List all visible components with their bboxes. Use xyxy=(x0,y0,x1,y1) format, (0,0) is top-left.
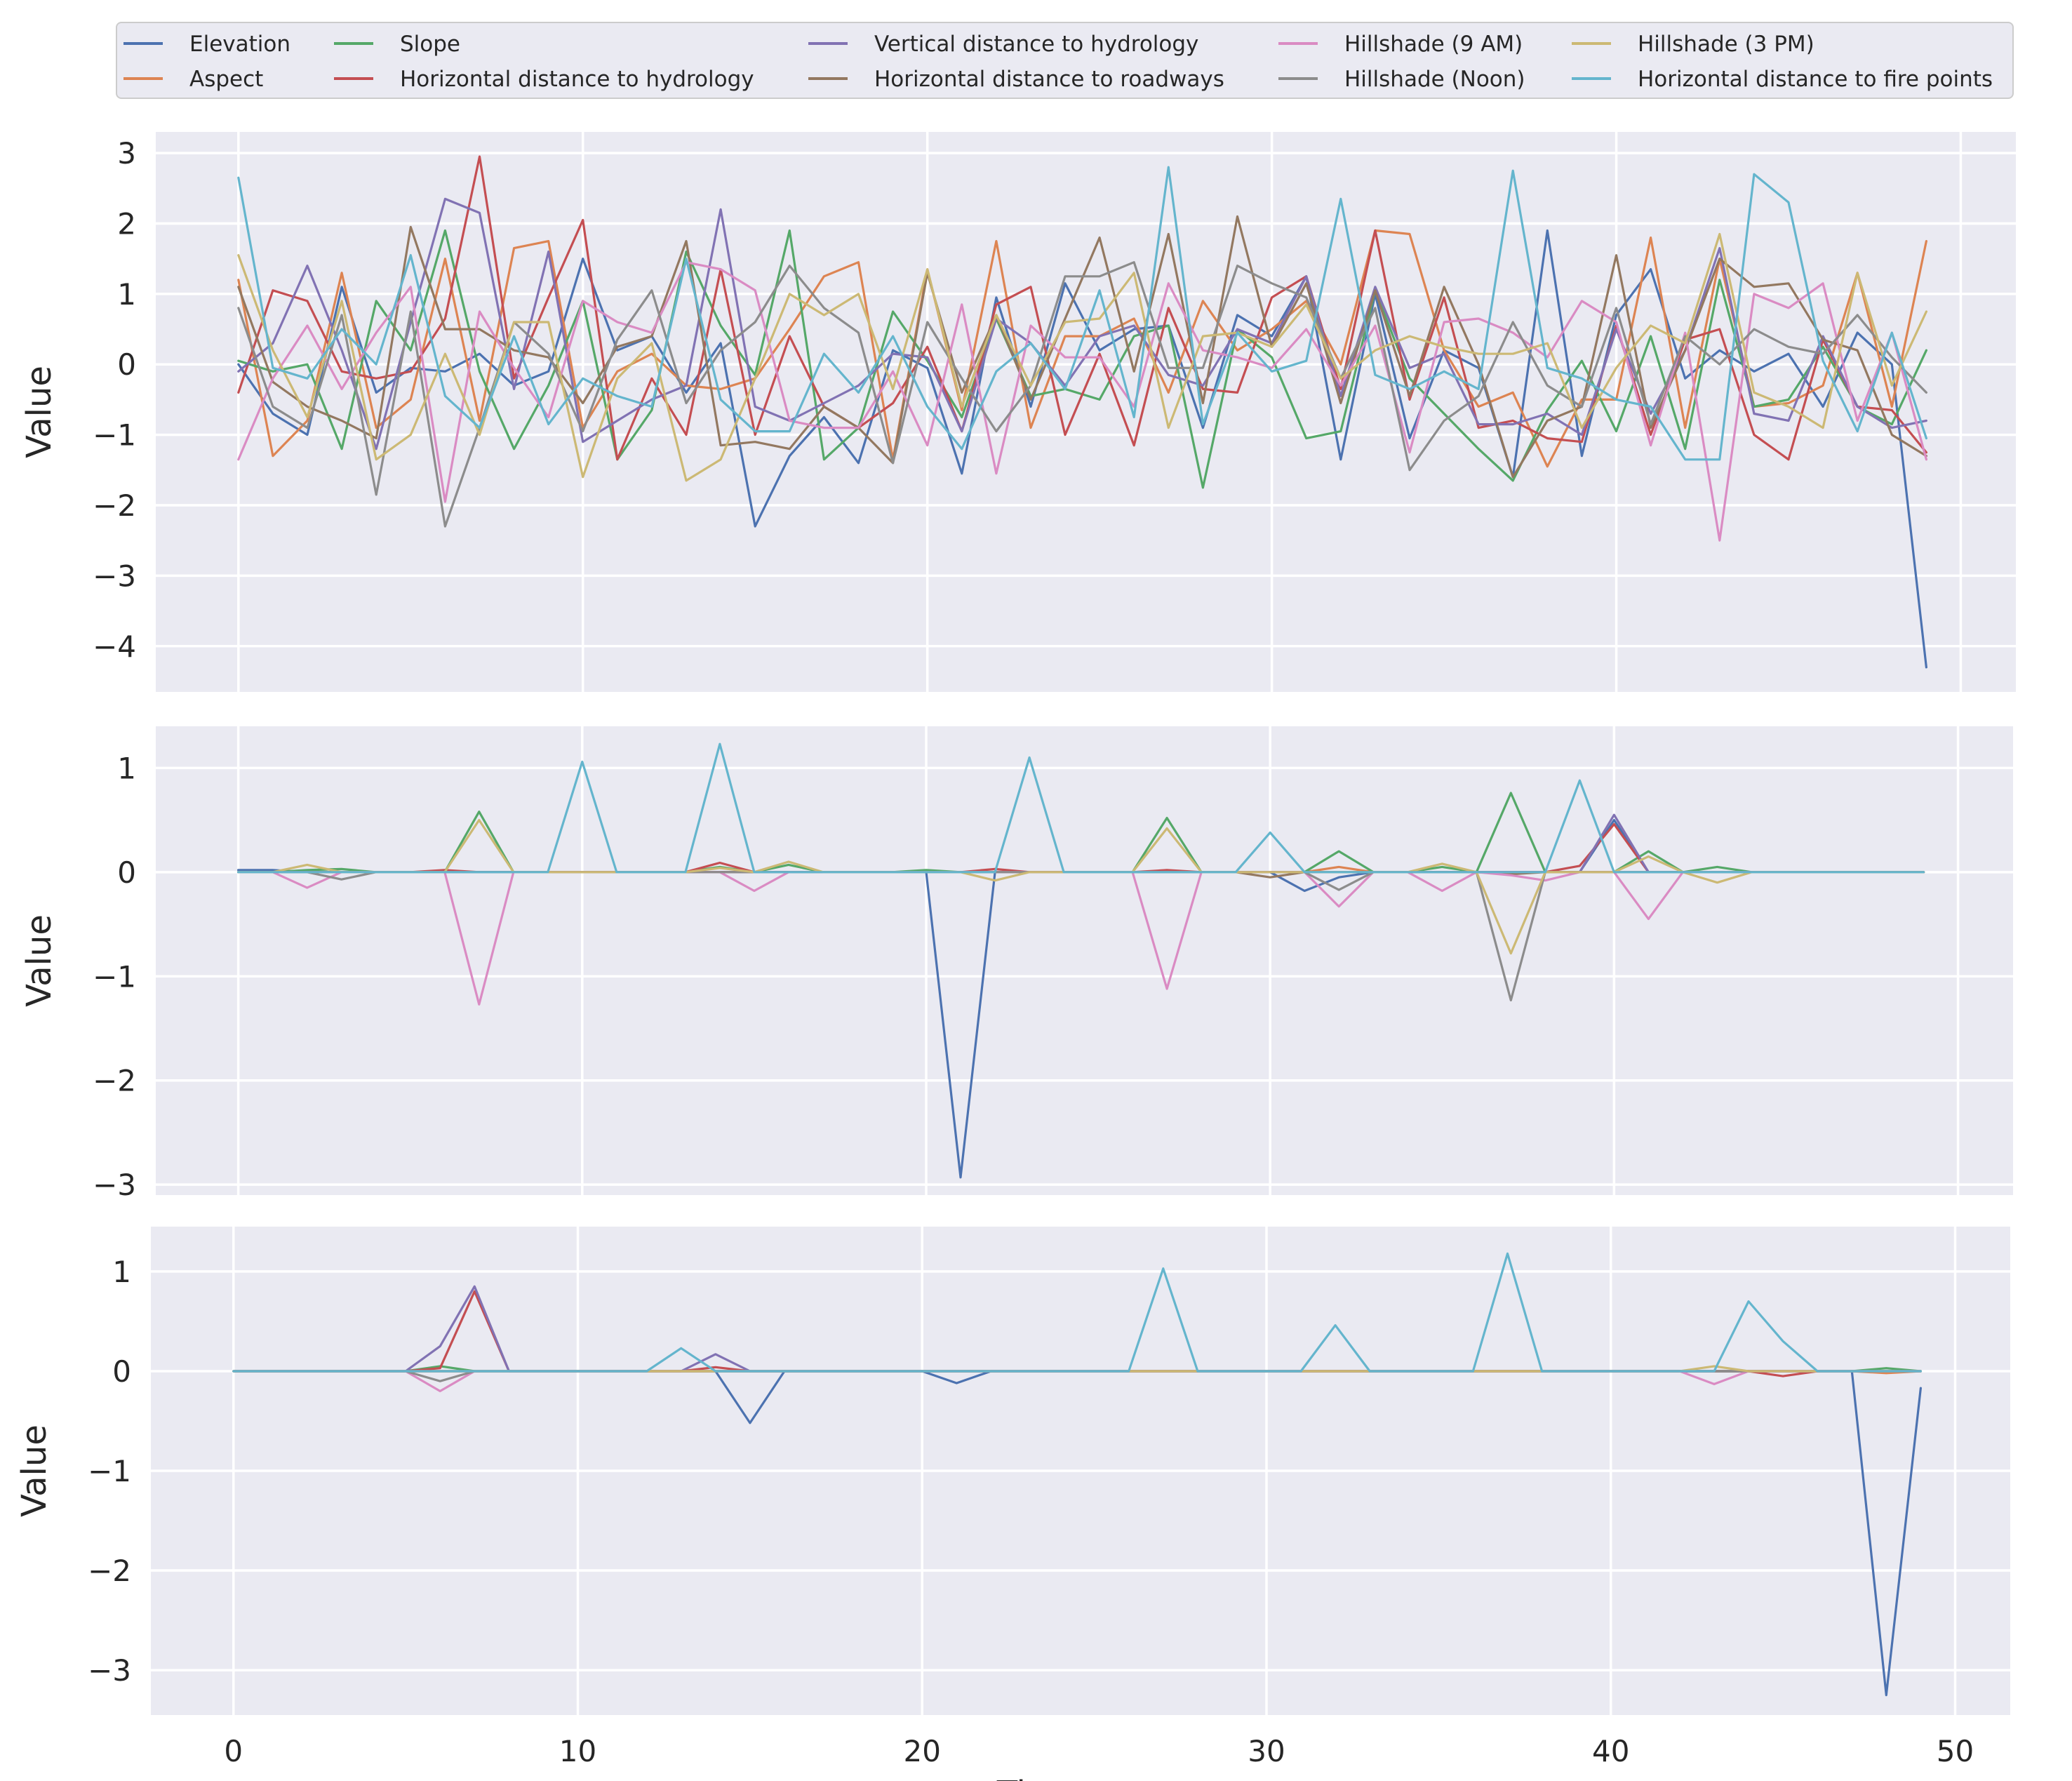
legend-entry-horizontal-distance-to-fire-points: Horizontal distance to fire points xyxy=(1638,67,1993,92)
legend-box xyxy=(116,22,2014,99)
y-tick-label: −1 xyxy=(88,1454,131,1488)
y-tick-label: −3 xyxy=(93,559,136,593)
y-tick-label: −1 xyxy=(93,418,136,453)
series-line-horizontal-distance-to-fire-points xyxy=(232,1252,1922,1373)
legend-entry-aspect: Aspect xyxy=(189,67,263,92)
legend-entry-hillshade-3-pm: Hillshade (3 PM) xyxy=(1638,32,1814,57)
panel-1: −4 −3 −2 −1 0 1 2 3 Value xyxy=(20,132,2016,692)
legend-entry-elevation: Elevation xyxy=(189,32,290,57)
x-tick-label: 10 xyxy=(559,1734,596,1768)
x-axis-label: Time-step xyxy=(996,1774,1165,1781)
legend-entry-horizontal-distance-to-hydrology: Horizontal distance to hydrology xyxy=(400,67,754,92)
x-tick-label: 20 xyxy=(904,1734,941,1768)
x-tick-label: 40 xyxy=(1592,1734,1629,1768)
y-tick-label: −2 xyxy=(88,1554,131,1588)
y-axis-label: Value xyxy=(15,1425,54,1517)
x-tick-label: 50 xyxy=(1937,1734,1974,1768)
y-tick-label: −1 xyxy=(93,959,136,994)
series-line-horizontal-distance-to-fire-points xyxy=(237,742,1925,874)
series-line-aspect xyxy=(237,229,1927,468)
y-tick-label: −2 xyxy=(93,1064,136,1098)
y-tick-label: 0 xyxy=(112,1354,131,1389)
legend: Elevation Aspect Slope Horizontal distance … xyxy=(116,22,2014,99)
panel-3: −3 −2 −1 0 1 Value 0 10 20 30 40 50 xyxy=(15,1227,2010,1768)
x-tick-label: 30 xyxy=(1248,1734,1285,1768)
x-tick-label: 0 xyxy=(224,1734,243,1768)
y-tick-label: −4 xyxy=(93,629,136,664)
y-tick-label: 0 xyxy=(117,855,136,890)
y-axis-label: Value xyxy=(20,914,59,1007)
y-tick-label: 3 xyxy=(117,136,136,171)
legend-entry-hillshade-9-am: Hillshade (9 AM) xyxy=(1344,32,1523,57)
y-axis-label: Value xyxy=(20,366,59,458)
y-tick-label: −3 xyxy=(88,1653,131,1688)
legend-entry-hillshade-noon: Hillshade (Noon) xyxy=(1344,67,1525,92)
legend-entry-vertical-distance-to-hydrology: Vertical distance to hydrology xyxy=(874,32,1198,57)
series-line-horizontal-distance-to-fire-points xyxy=(237,166,1927,461)
panel-2: −3 −2 −1 0 1 Value xyxy=(20,726,2013,1202)
series-line-hillshade-9-am xyxy=(237,261,1927,542)
legend-entry-horizontal-distance-to-roadways: Horizontal distance to roadways xyxy=(874,67,1224,92)
panels: −4 −3 −2 −1 0 1 2 3 Value −3 −2 −1 0 1 Value −3 −2 −1 0 1 Va… xyxy=(15,132,2016,1768)
y-tick-label: 1 xyxy=(117,277,136,312)
y-tick-label: 2 xyxy=(117,206,136,241)
y-tick-label: 1 xyxy=(112,1255,131,1289)
y-tick-label: −3 xyxy=(93,1168,136,1202)
y-tick-label: 0 xyxy=(117,347,136,382)
legend-entry-slope: Slope xyxy=(400,32,460,57)
y-tick-label: 1 xyxy=(117,751,136,785)
plot-area xyxy=(156,726,2013,1195)
y-tick-label: −2 xyxy=(93,488,136,523)
series-line-hillshade-3-pm xyxy=(237,232,1927,482)
series-line-elevation xyxy=(237,229,1927,669)
